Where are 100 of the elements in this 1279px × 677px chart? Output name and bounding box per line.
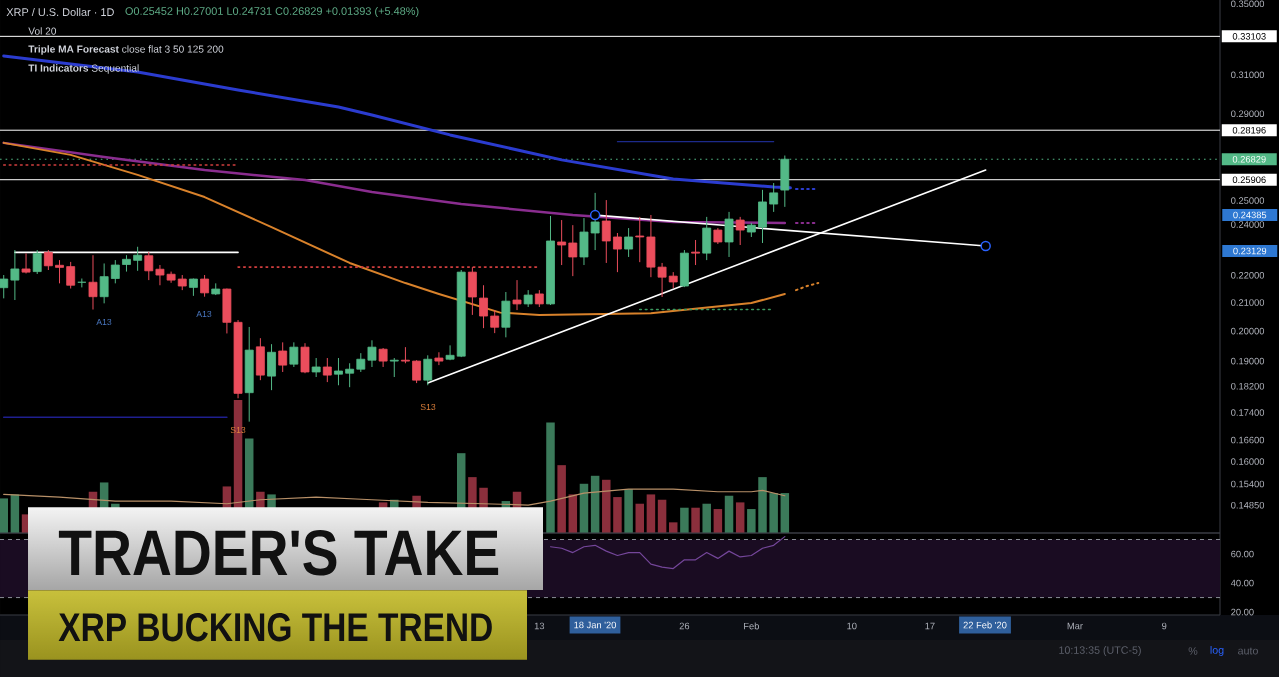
text: 22 Feb '20 (963, 621, 1007, 629)
bar (590, 475, 600, 533)
y-tick-label: 0.22000 (1231, 272, 1265, 279)
y-tick-label: 0.21000 (1231, 299, 1265, 306)
text: log (1210, 646, 1224, 656)
candlestick (735, 216, 745, 246)
bar (747, 509, 756, 533)
x-tick-label: 13 (534, 622, 545, 630)
text: 0.24385 (1233, 211, 1267, 219)
candlestick (635, 216, 645, 263)
bar (713, 509, 723, 533)
bar (724, 495, 734, 533)
text: 18 Jan '20 (574, 621, 617, 629)
line-series (2, 141, 786, 316)
candlestick (133, 246, 143, 272)
y-tick-label: 0.18200 (1231, 382, 1265, 390)
bar (0, 498, 8, 533)
bar (546, 422, 555, 533)
ref-line-label: 0.28196 (1232, 126, 1266, 134)
candlestick (66, 261, 76, 289)
candlestick (144, 251, 154, 281)
bar (635, 503, 645, 533)
candlestick (200, 274, 209, 298)
bar (646, 494, 656, 533)
line-series (549, 536, 786, 570)
y-tick-label: 0.19000 (1231, 357, 1265, 365)
candlestick (613, 232, 622, 273)
candlestick (434, 351, 444, 366)
x-tick-label: 9 (1162, 622, 1167, 630)
x-tick-label: Feb (744, 622, 759, 630)
candlestick (356, 352, 366, 373)
y-tick-label: 60.00 (1231, 550, 1254, 558)
text: auto (1238, 647, 1258, 655)
candlestick (423, 354, 433, 386)
ref-line-label: 0.33103 (1232, 33, 1266, 40)
bar (657, 499, 667, 533)
bar (613, 497, 622, 533)
text: TRADER'S TAKE (58, 529, 499, 576)
y-tick-label: 0.15400 (1231, 480, 1265, 488)
candlestick (289, 341, 299, 368)
candlestick (557, 219, 567, 266)
candlestick (412, 359, 422, 384)
y-tick-label: 0.16600 (1231, 436, 1265, 444)
candlestick (322, 357, 332, 383)
candlestick (10, 249, 20, 301)
y-tick-label: 0.17400 (1231, 409, 1265, 416)
candlestick (88, 254, 98, 311)
y-tick-label: 0.16000 (1231, 458, 1265, 465)
annotation: A13 (196, 310, 212, 318)
y-tick-label: 0.29000 (1231, 110, 1265, 118)
annotation: Vol 20 (28, 27, 57, 35)
bar (769, 493, 778, 533)
candlestick (32, 249, 42, 275)
y-tick-label: 20.00 (1231, 608, 1254, 616)
ref-line-label: 0.25906 (1232, 176, 1266, 184)
candlestick (334, 357, 343, 386)
y-tick-label: 0.14850 (1231, 501, 1265, 509)
bar (680, 507, 689, 533)
x-tick-label: 17 (925, 622, 935, 630)
bar (758, 477, 767, 533)
text: XRP BUCKING THE TREND (58, 612, 492, 642)
candlestick (378, 347, 388, 368)
bar (735, 502, 745, 533)
candlestick (724, 211, 734, 258)
line-series (2, 54, 792, 190)
bar (702, 503, 711, 533)
candlestick (99, 262, 109, 304)
candlestick (367, 339, 377, 368)
y-tick-label: 40.00 (1230, 579, 1254, 587)
candlestick (311, 357, 321, 378)
annotation: Triple MA Forecast close flat 3 50 125 200 (28, 45, 224, 55)
x-tick-label: 26 (679, 622, 690, 630)
candlestick (769, 182, 779, 213)
annotation: A13 (96, 318, 112, 326)
bar (557, 465, 566, 533)
y-tick-label: 0.31000 (1231, 71, 1265, 79)
candlestick (479, 284, 488, 329)
x-tick-label: 10 (847, 622, 857, 630)
candlestick (389, 357, 399, 378)
candlestick (601, 199, 611, 264)
candlestick (43, 249, 53, 271)
candlestick (691, 239, 700, 266)
candlestick (445, 344, 455, 361)
candlestick (278, 341, 288, 373)
candlestick (345, 362, 355, 388)
y-tick-label: 0.20000 (1231, 327, 1265, 335)
annotation: O0.25452 H0.27001 L0.24731 C0.26829 +0.01393 (+5.48%) (125, 6, 419, 18)
candlestick (568, 224, 578, 277)
text: 0.23129 (1233, 247, 1267, 255)
ref-line-label: 0.26829 (1232, 155, 1266, 163)
y-tick-label: 0.25000 (1231, 197, 1265, 204)
y-tick-label: 0.35000 (1231, 0, 1265, 8)
candlestick (490, 309, 500, 334)
candlestick (624, 227, 634, 258)
text: 10:13:35 (UTC-5) (1059, 646, 1141, 656)
annotation: XRP / U.S. Dollar · 1D (6, 7, 114, 16)
text: % (1188, 647, 1198, 655)
annotation: S13 (420, 403, 436, 411)
candlestick (267, 343, 276, 391)
bar (780, 493, 790, 533)
